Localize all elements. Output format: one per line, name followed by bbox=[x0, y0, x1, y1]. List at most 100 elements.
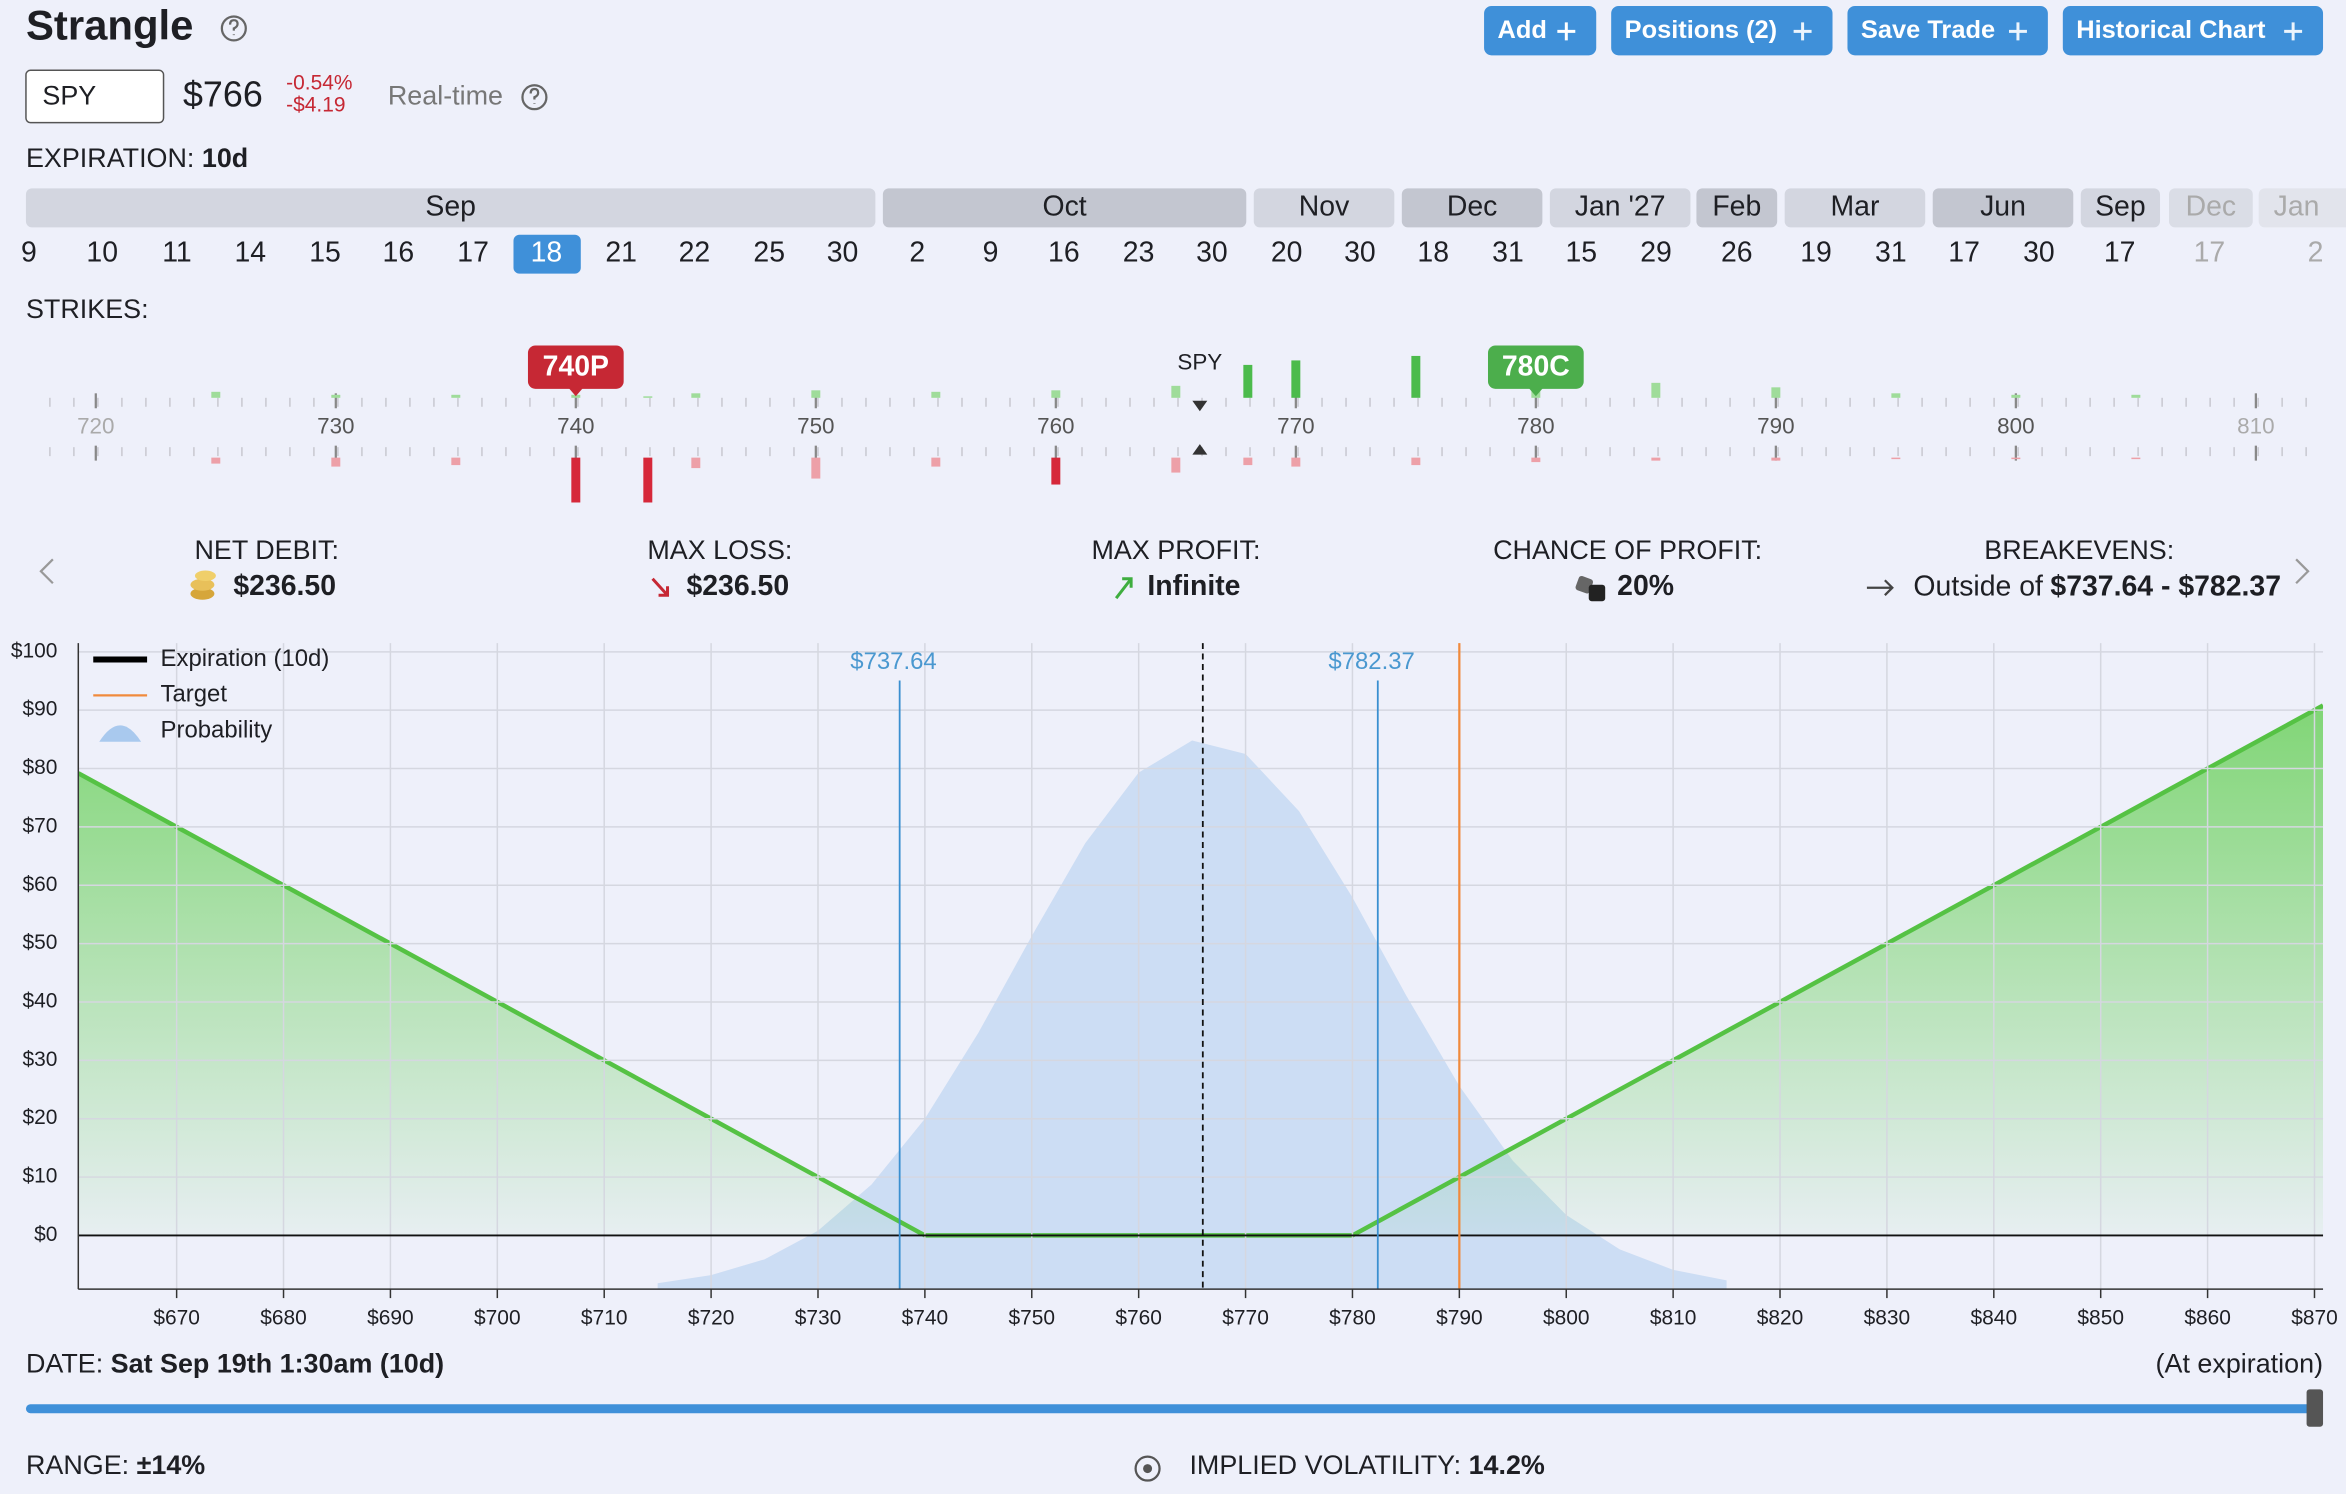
month-tab[interactable] bbox=[1696, 188, 1778, 228]
toolbar-button[interactable]: Add bbox=[1484, 5, 1597, 56]
day-label[interactable]: 16 bbox=[383, 237, 415, 269]
put-bar bbox=[571, 457, 581, 503]
month-tab[interactable] bbox=[1932, 188, 2074, 228]
day-label[interactable]: 30 bbox=[827, 237, 859, 269]
y-tick-label: $60 bbox=[22, 873, 57, 896]
month-tab[interactable] bbox=[1549, 188, 1691, 228]
symbol: SPY bbox=[42, 80, 96, 110]
y-tick-label: $40 bbox=[22, 990, 57, 1013]
month-tab[interactable] bbox=[2080, 188, 2161, 228]
day-label[interactable]: 9 bbox=[21, 237, 37, 269]
day-label[interactable]: 17 bbox=[457, 237, 489, 269]
day-label[interactable]: 19 bbox=[1800, 237, 1832, 269]
next-arrow[interactable] bbox=[2295, 558, 2310, 585]
day-label[interactable]: 23 bbox=[1123, 237, 1155, 269]
day-label[interactable]: 2 bbox=[2308, 237, 2324, 269]
day-label[interactable]: 15 bbox=[1565, 237, 1597, 269]
day-label[interactable]: 14 bbox=[234, 237, 266, 269]
coins-icon bbox=[190, 578, 215, 591]
put-bar bbox=[1651, 457, 1661, 461]
day-label[interactable]: 2 bbox=[909, 237, 925, 269]
x-tick-label: $710 bbox=[581, 1307, 628, 1330]
month-tab[interactable] bbox=[882, 188, 1247, 228]
day-label[interactable]: 10 bbox=[86, 237, 118, 269]
call-bar bbox=[1051, 390, 1061, 398]
legend-swatch bbox=[99, 725, 142, 742]
month-tab[interactable] bbox=[1784, 188, 1926, 228]
range-label: RANGE: bbox=[26, 1450, 129, 1480]
coins-icon bbox=[190, 587, 215, 600]
stat-value: Outside of $737.64 - $782.37 bbox=[1913, 570, 2281, 602]
day-label[interactable]: 9 bbox=[983, 237, 999, 269]
month-tab[interactable] bbox=[1401, 188, 1543, 228]
day-label[interactable]: 17 bbox=[1948, 237, 1980, 269]
day-label[interactable]: 26 bbox=[1721, 237, 1753, 269]
button-bg bbox=[1611, 5, 1833, 56]
prev-arrow[interactable] bbox=[39, 558, 54, 585]
button-icon bbox=[1793, 22, 1812, 41]
month-tab[interactable] bbox=[1253, 188, 1395, 228]
day-label[interactable]: 30 bbox=[2023, 237, 2055, 269]
month-label: Oct bbox=[1042, 190, 1086, 222]
day-label[interactable]: 29 bbox=[1640, 237, 1672, 269]
button-bg bbox=[1847, 5, 2048, 56]
day-label[interactable]: 22 bbox=[679, 237, 711, 269]
stat-bold: $737.64 - $782.37 bbox=[2050, 570, 2281, 602]
x-tick-label: $760 bbox=[1115, 1307, 1162, 1330]
day-label[interactable]: 21 bbox=[605, 237, 637, 269]
y-tick-label: $10 bbox=[22, 1165, 57, 1188]
date-slider-track[interactable] bbox=[25, 1404, 2316, 1414]
day-label[interactable]: 18 bbox=[531, 237, 563, 269]
y-tick-label: $30 bbox=[22, 1048, 57, 1071]
month-label: Feb bbox=[1712, 190, 1761, 222]
day-label[interactable]: 17 bbox=[2194, 237, 2226, 269]
page-title: Strangle bbox=[26, 1, 193, 48]
day-label[interactable]: 20 bbox=[1271, 237, 1303, 269]
leg-badge[interactable] bbox=[527, 345, 624, 389]
selected-day[interactable] bbox=[513, 234, 581, 274]
loss-icon bbox=[651, 577, 670, 597]
day-label[interactable]: 18 bbox=[1417, 237, 1449, 269]
day-label[interactable]: 15 bbox=[309, 237, 341, 269]
month-tab[interactable] bbox=[2258, 188, 2346, 228]
payoff-area bbox=[78, 705, 2324, 1236]
breakeven-label: $782.37 bbox=[1328, 648, 1414, 675]
underlying-label: SPY bbox=[1177, 349, 1222, 374]
month-tab[interactable] bbox=[25, 188, 876, 228]
day-label[interactable]: 31 bbox=[1492, 237, 1524, 269]
expiration-value: 10d bbox=[202, 143, 248, 173]
put-bar bbox=[643, 457, 653, 503]
day-label[interactable]: 11 bbox=[162, 237, 192, 269]
button-label: Save Trade bbox=[1861, 16, 1995, 44]
x-tick-label: $830 bbox=[1864, 1307, 1911, 1330]
toolbar-button[interactable]: Positions (2) bbox=[1611, 5, 1833, 56]
button-label: Add bbox=[1498, 16, 1547, 44]
day-label[interactable]: 16 bbox=[1048, 237, 1080, 269]
day-label[interactable]: 31 bbox=[1875, 237, 1907, 269]
symbol-input[interactable] bbox=[25, 69, 165, 124]
strike-tick-label: 780 bbox=[1517, 414, 1554, 439]
coins-icon bbox=[194, 570, 216, 581]
day-label[interactable]: 30 bbox=[1344, 237, 1376, 269]
toolbar-button[interactable]: Save Trade bbox=[1847, 5, 2048, 56]
date-value: Sat Sep 19th 1:30am (10d) bbox=[111, 1348, 444, 1378]
strikes-label: STRIKES: bbox=[26, 294, 149, 324]
volatility-value: 14.2% bbox=[1469, 1450, 1545, 1480]
stat-label: MAX LOSS: bbox=[647, 535, 792, 565]
month-tab[interactable] bbox=[2169, 188, 2253, 228]
leg-badge[interactable] bbox=[1487, 345, 1584, 389]
y-tick-label: $20 bbox=[22, 1106, 57, 1129]
button-icon bbox=[1557, 22, 1576, 41]
change-pct: -0.54% bbox=[286, 71, 352, 94]
date-slider-thumb[interactable] bbox=[2306, 1389, 2324, 1427]
put-bar bbox=[1771, 457, 1781, 461]
put-bar bbox=[211, 457, 221, 464]
x-tick-label: $800 bbox=[1543, 1307, 1590, 1330]
put-bar bbox=[1411, 457, 1421, 466]
day-label[interactable]: 25 bbox=[753, 237, 785, 269]
toolbar-button[interactable]: Historical Chart bbox=[2062, 5, 2324, 56]
call-bar bbox=[2011, 394, 2021, 398]
day-label[interactable]: 17 bbox=[2104, 237, 2136, 269]
day-label[interactable]: 30 bbox=[1196, 237, 1228, 269]
